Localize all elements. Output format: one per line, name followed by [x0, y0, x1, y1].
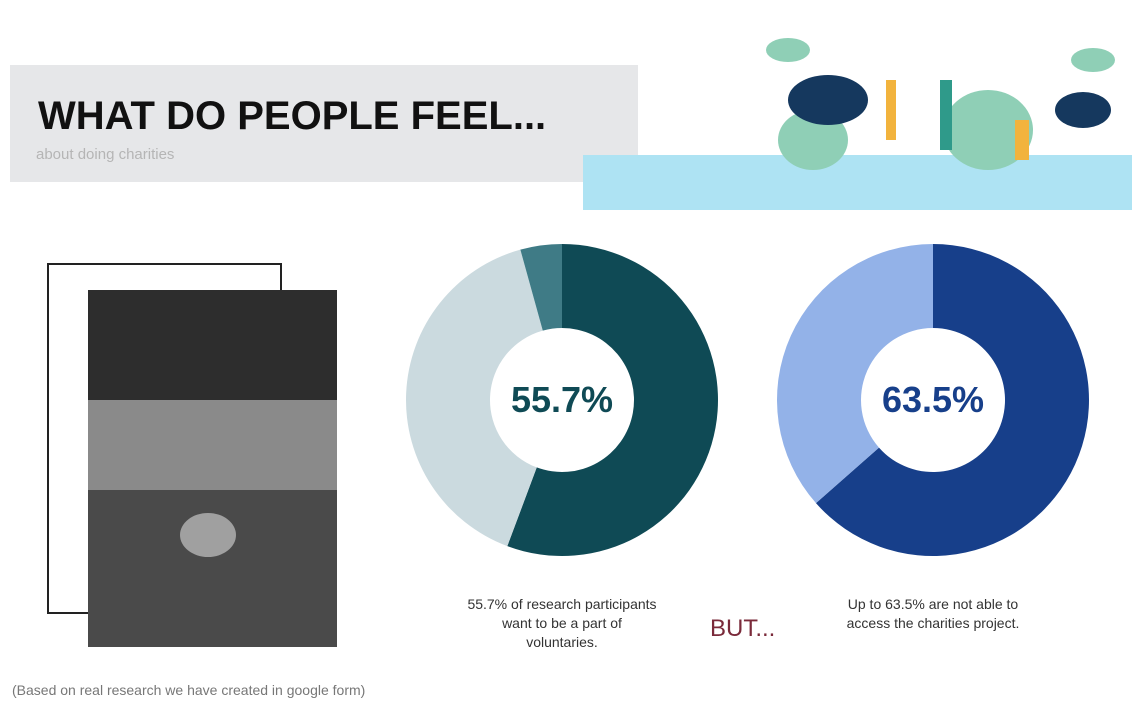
donut-slice: [405, 249, 543, 547]
illustration: [583, 38, 1132, 210]
donut-slice: [815, 244, 1089, 556]
center-label: 55.7%: [511, 379, 613, 420]
center-label: 63.5%: [882, 379, 984, 420]
connector: BUT...: [710, 615, 776, 642]
subtitle: about doing charities: [36, 146, 175, 163]
donut-slice: [507, 244, 718, 556]
footnote: (Based on real research we have created …: [12, 682, 366, 698]
header-band: [10, 65, 638, 182]
donut-slice: [777, 244, 933, 504]
caption: 55.7% of research participants want to b…: [467, 596, 657, 650]
title: WHAT DO PEOPLE FEEL...: [38, 94, 547, 138]
donut-slice: [520, 244, 562, 331]
caption: Up to 63.5% are not able to access the c…: [846, 596, 1020, 631]
photo: [88, 290, 337, 647]
